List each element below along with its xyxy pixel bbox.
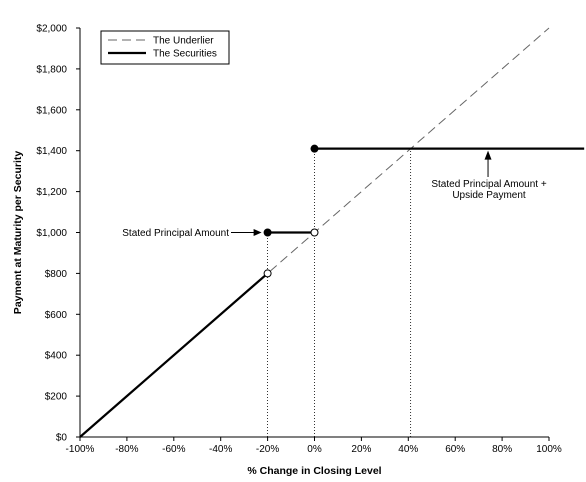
securities-line xyxy=(79,272,269,438)
annotation-upside-arrowhead xyxy=(484,150,492,160)
x-tick-label: 0% xyxy=(307,444,322,455)
y-ticks: $0 $200 $400 $600 $800 $1,000 $1,200 $1,400 $1,6… xyxy=(36,24,80,444)
y-tick-label: $1,400 xyxy=(36,146,67,157)
legend: The Underlier The Securities xyxy=(100,30,230,65)
x-tick-label: -40% xyxy=(209,444,232,455)
x-axis-title: % Change in Closing Level xyxy=(247,465,381,477)
y-tick-label: $200 xyxy=(45,392,68,403)
x-tick-label: 60% xyxy=(445,444,465,455)
x-tick-label: -80% xyxy=(115,444,138,455)
x-tick-label: 100% xyxy=(536,444,562,455)
y-tick-label: $0 xyxy=(56,433,68,444)
y-tick-label: $1,600 xyxy=(36,105,67,116)
annotation-stated-principal: Stated Principal Amount xyxy=(122,228,229,239)
open-marker xyxy=(263,269,272,278)
y-tick-label: $1,200 xyxy=(36,187,67,198)
annotations: Stated Principal Amount Stated Principal… xyxy=(122,150,547,239)
y-tick-label: $600 xyxy=(45,310,68,321)
y-axis-title: Payment at Maturity per Security xyxy=(12,151,24,315)
annotation-stated-principal-arrowhead xyxy=(253,229,262,236)
x-ticks: -100% -80% -60% -40% -20% 0% 20% 40% 60% 80% 100% xyxy=(66,437,562,455)
legend-label-securities: The Securities xyxy=(153,49,217,60)
y-tick-label: $1,800 xyxy=(36,64,67,75)
open-marker xyxy=(310,228,319,237)
annotation-upside-line1: Stated Principal Amount + xyxy=(431,179,547,190)
x-tick-label: 20% xyxy=(351,444,371,455)
x-tick-label: 40% xyxy=(398,444,418,455)
x-tick-label: -60% xyxy=(162,444,185,455)
y-tick-label: $400 xyxy=(45,351,68,362)
x-tick-label: 80% xyxy=(492,444,512,455)
y-tick-label: $800 xyxy=(45,269,68,280)
reference-lines xyxy=(267,148,412,437)
legend-box xyxy=(100,30,230,65)
filled-marker xyxy=(263,228,272,237)
y-tick-label: $1,000 xyxy=(36,228,67,239)
filled-marker xyxy=(310,144,319,153)
x-tick-label: -20% xyxy=(256,444,279,455)
markers xyxy=(263,144,319,278)
annotation-upside-line2: Upside Payment xyxy=(452,190,526,201)
x-tick-label: -100% xyxy=(66,444,95,455)
y-tick-label: $2,000 xyxy=(36,24,67,35)
legend-label-underlier: The Underlier xyxy=(153,36,214,47)
